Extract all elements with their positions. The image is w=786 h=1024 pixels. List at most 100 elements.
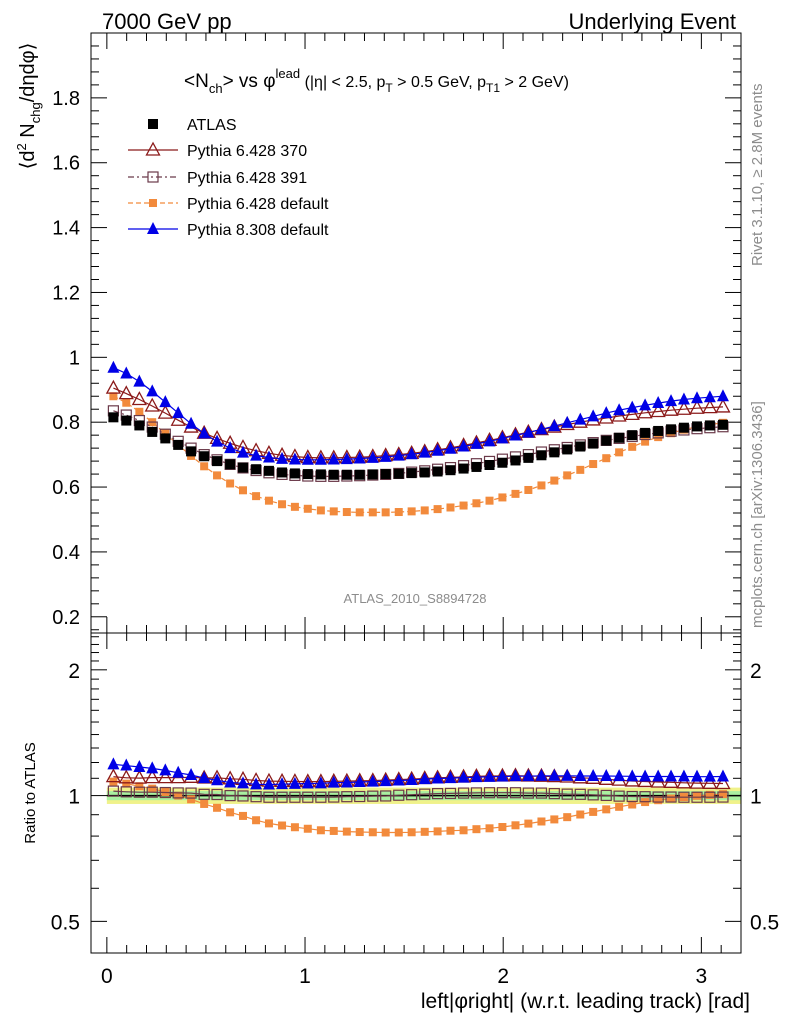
p391-point bbox=[432, 788, 444, 800]
p8def-point bbox=[314, 452, 327, 465]
p8def-point bbox=[470, 436, 483, 449]
p8def-point bbox=[405, 447, 418, 460]
p391-point bbox=[185, 787, 197, 799]
ratio-y-tick-label: 1 bbox=[68, 786, 80, 809]
p6def-point bbox=[187, 795, 196, 804]
p8def-point bbox=[431, 771, 444, 784]
ratio-y-axis-label: Ratio to ATLAS bbox=[22, 742, 39, 843]
p391-point bbox=[406, 789, 418, 801]
p6def-point bbox=[433, 505, 442, 514]
p6def-point bbox=[213, 803, 222, 812]
atlas-point bbox=[627, 430, 638, 441]
y-tick-label: 0.6 bbox=[52, 477, 80, 499]
p391-point bbox=[263, 791, 275, 803]
p8def-point bbox=[652, 769, 665, 782]
p8def-point bbox=[561, 768, 574, 781]
atlas-point bbox=[666, 424, 677, 435]
series-line bbox=[113, 387, 724, 459]
p391-point bbox=[224, 789, 236, 802]
p6def-point bbox=[498, 493, 507, 502]
p391-point bbox=[159, 786, 171, 799]
p6def-point bbox=[342, 827, 351, 836]
analysis-tag: ATLAS_2010_S8894728 bbox=[344, 591, 487, 606]
p391-point bbox=[172, 787, 184, 799]
p8def-point bbox=[147, 222, 159, 234]
p8def-point bbox=[120, 758, 133, 771]
legend-label: ATLAS bbox=[187, 117, 237, 134]
p370-point bbox=[170, 411, 186, 426]
p391-point bbox=[120, 786, 132, 798]
x-tick-label: 3 bbox=[696, 965, 708, 988]
p8def-point bbox=[509, 769, 522, 782]
p8def-point bbox=[626, 400, 639, 413]
atlas-point bbox=[445, 465, 456, 476]
p6def-point bbox=[602, 805, 611, 814]
p8def-point bbox=[509, 428, 522, 441]
atlas-point bbox=[678, 422, 689, 433]
p6def-point bbox=[654, 433, 663, 442]
legend: ATLAS Pythia 6.428 370 Pythia 6.428 391 Pyt… bbox=[128, 117, 329, 239]
p370-point bbox=[533, 767, 550, 782]
p8def-point bbox=[444, 441, 457, 454]
p370-point bbox=[637, 404, 653, 419]
p6def-point bbox=[693, 791, 702, 800]
atlas-point bbox=[186, 446, 197, 457]
ratio-series-pythia-6-428-default bbox=[109, 777, 727, 837]
p8def-point bbox=[677, 392, 690, 405]
p6def-point bbox=[602, 454, 611, 463]
p6def-point bbox=[485, 824, 494, 833]
p8def-point bbox=[431, 443, 444, 456]
p8def-point bbox=[457, 439, 470, 452]
p6def-point bbox=[459, 501, 468, 510]
atlas-point bbox=[134, 420, 145, 431]
atlas-point bbox=[549, 447, 560, 458]
atlas-point bbox=[199, 451, 210, 462]
p6def-point bbox=[667, 794, 676, 803]
y-tick-label: 1 bbox=[69, 347, 80, 369]
p6def-point bbox=[472, 825, 481, 834]
ratio-y-tick-label-right: 1 bbox=[750, 786, 762, 809]
p6def-point bbox=[615, 448, 624, 457]
p8def-point bbox=[236, 445, 249, 458]
p8def-point bbox=[639, 398, 652, 411]
atlas-point bbox=[406, 468, 417, 479]
p8def-point bbox=[314, 776, 327, 789]
atlas-point bbox=[588, 438, 599, 449]
p6def-point bbox=[122, 779, 131, 788]
p8def-point bbox=[613, 403, 626, 416]
p6def-point bbox=[368, 508, 377, 517]
atlas-point bbox=[419, 467, 430, 478]
p6def-point bbox=[394, 508, 403, 517]
p6def-point bbox=[329, 507, 338, 516]
p6def-point bbox=[537, 481, 546, 490]
p6def-point bbox=[316, 826, 325, 835]
p391-point bbox=[354, 790, 366, 803]
p391-point bbox=[444, 787, 457, 800]
p391-point bbox=[133, 786, 145, 798]
p391-point bbox=[704, 791, 716, 803]
p8def-point bbox=[483, 769, 496, 782]
atlas-point bbox=[147, 426, 158, 437]
p8def-point bbox=[198, 771, 211, 784]
p370-point bbox=[663, 401, 679, 416]
p391-point bbox=[535, 787, 548, 799]
atlas-point bbox=[601, 435, 612, 446]
p391-point bbox=[237, 790, 249, 802]
p6def-point bbox=[200, 799, 209, 808]
p8def-point bbox=[587, 769, 600, 782]
p6def-point bbox=[407, 507, 416, 516]
ratio-y-tick-label-right: 2 bbox=[750, 660, 762, 683]
p8def-point bbox=[418, 445, 431, 458]
p6def-point bbox=[511, 821, 520, 830]
p8def-point bbox=[522, 769, 535, 782]
p8def-point bbox=[457, 770, 470, 783]
p6def-point bbox=[511, 489, 520, 498]
ratio-plot-axes: 0 1 2 3 0.5 0.5 1 1 2 2 bbox=[51, 632, 779, 988]
p6def-point bbox=[381, 508, 390, 517]
p391-point bbox=[652, 791, 664, 803]
y-tick-label: 1.4 bbox=[52, 218, 80, 240]
p8def-point bbox=[574, 412, 587, 425]
p8def-point bbox=[236, 776, 249, 789]
p6def-point bbox=[368, 828, 377, 837]
p8def-point bbox=[379, 774, 392, 787]
